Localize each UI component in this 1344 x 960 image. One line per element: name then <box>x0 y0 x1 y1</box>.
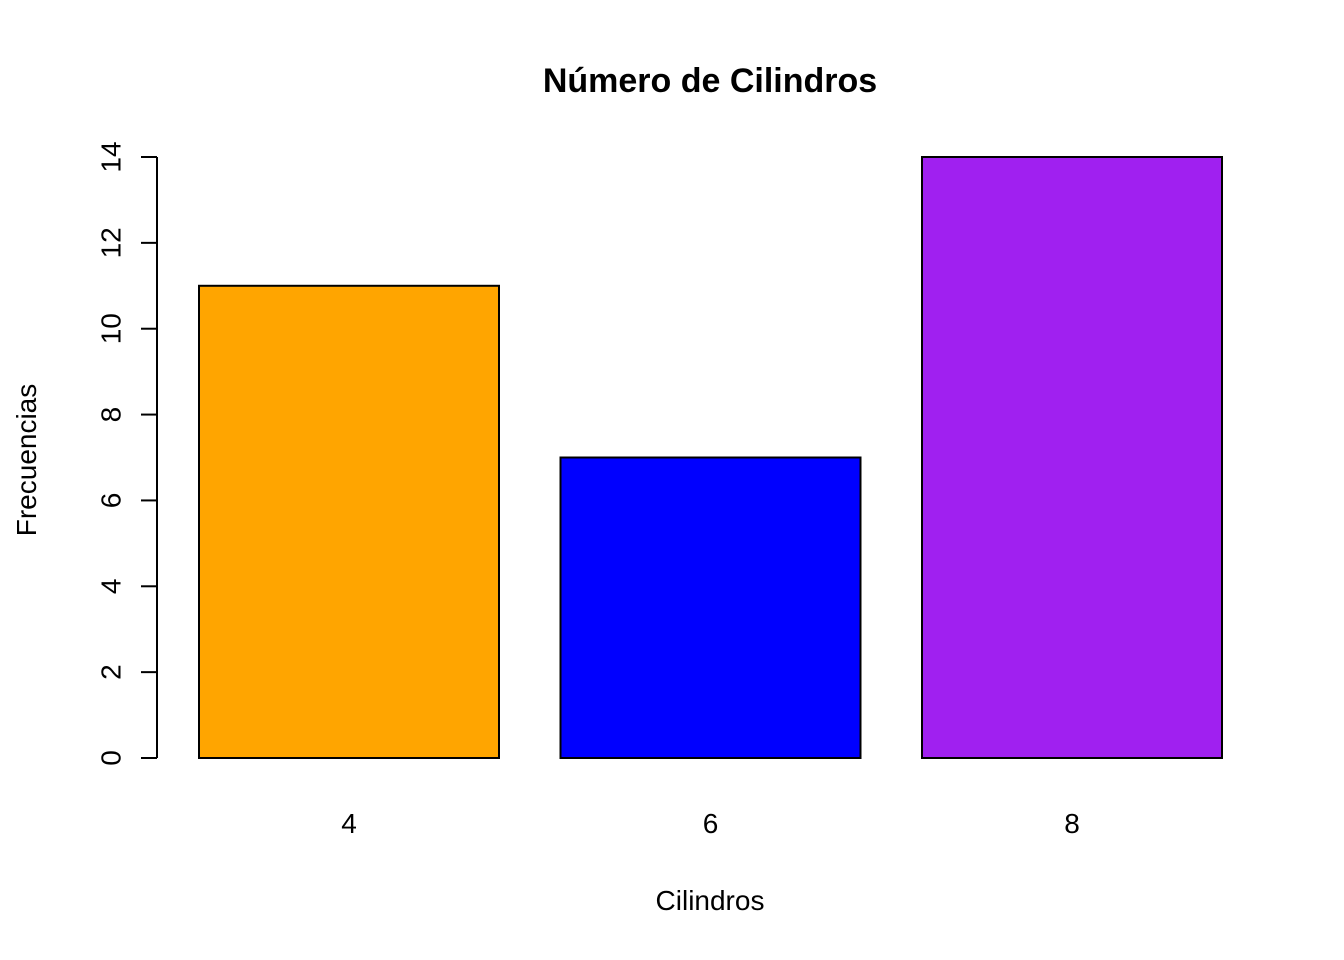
y-axis-label: Frecuencias <box>11 384 42 537</box>
x-tick-label: 6 <box>703 808 719 839</box>
bar-8 <box>921 156 1223 759</box>
y-axis: 0 2 4 6 8 10 12 14 <box>96 141 158 766</box>
y-tick-label: 6 <box>96 493 127 509</box>
y-tick-label: 4 <box>96 578 127 594</box>
y-tick-label: 2 <box>96 664 127 680</box>
chart-title: Número de Cilindros <box>543 62 877 100</box>
x-axis-label: Cilindros <box>656 885 765 916</box>
bars <box>198 156 1223 759</box>
x-tick-labels: 4 6 8 <box>341 808 1080 839</box>
x-tick-label: 8 <box>1064 808 1080 839</box>
bar-6 <box>559 456 862 759</box>
y-tick-label: 0 <box>96 750 127 766</box>
y-tick-label: 12 <box>96 227 127 258</box>
y-tick-label: 14 <box>96 141 127 172</box>
x-tick-label: 4 <box>341 808 357 839</box>
y-tick-label: 10 <box>96 313 127 344</box>
y-tick-label: 8 <box>96 407 127 423</box>
bar-4 <box>198 284 500 759</box>
